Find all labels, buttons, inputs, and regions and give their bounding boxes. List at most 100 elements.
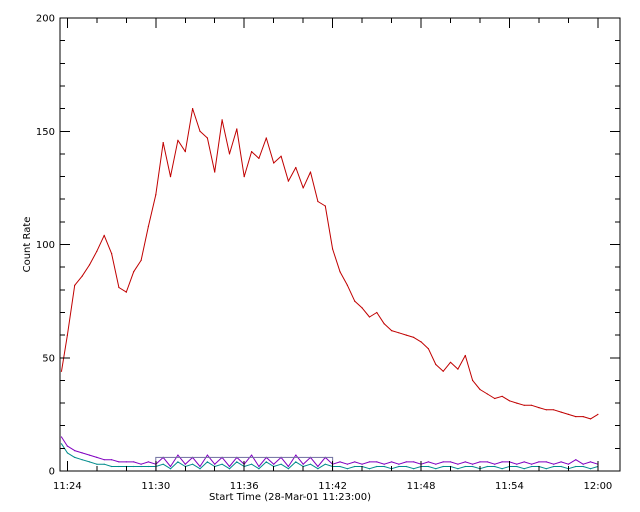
series-3-point [140, 465, 142, 468]
series-2-point [501, 461, 503, 463]
series-2-point [567, 463, 570, 465]
series-2-point [486, 461, 488, 463]
series-2-point [199, 465, 201, 468]
series-3-point [317, 468, 319, 470]
x-tick-label: 11:30 [141, 481, 170, 492]
series-1-point [199, 130, 201, 132]
series-3-point [96, 463, 98, 465]
series-1-point [494, 397, 496, 400]
series-3-point [103, 463, 105, 465]
series-1-point [545, 409, 547, 411]
series-1-point [501, 395, 503, 397]
series-1-point [376, 311, 378, 314]
series-1-point [228, 153, 231, 155]
y-axis-label: Count Rate [22, 217, 33, 273]
series-3-point [523, 468, 525, 470]
x-tick-label: 11:42 [318, 481, 347, 492]
series-2-point [376, 461, 378, 463]
series-1-point [66, 334, 68, 336]
series-3-point [494, 465, 496, 468]
series-3-point [553, 465, 555, 468]
series-1-point [346, 284, 348, 286]
series-3-point [88, 461, 91, 463]
series-1-point [486, 393, 488, 395]
series-3-point [405, 465, 407, 468]
series-1-point [258, 157, 260, 159]
series-2-point [295, 454, 297, 456]
series-1-point [265, 137, 267, 139]
series-2-point [140, 463, 142, 465]
series-3-point [309, 463, 312, 465]
series-1-point [420, 341, 422, 343]
series-1-point [118, 286, 120, 289]
series-1-point [516, 402, 518, 404]
series-1-point [383, 323, 385, 325]
series-2-point [81, 452, 83, 454]
y-tick-label: 150 [36, 127, 55, 138]
series-3-point [265, 461, 267, 463]
series-2-point [184, 463, 186, 465]
series-3-point [287, 468, 289, 470]
series-1-point [251, 151, 253, 153]
series-3-point [81, 459, 83, 461]
series-3-point [531, 465, 533, 468]
series-2-point [479, 461, 481, 463]
series-3-point [66, 452, 68, 454]
series-3-point [236, 461, 238, 463]
series-1-point [317, 200, 319, 203]
series-1-point [449, 361, 452, 363]
series-3-point [258, 468, 260, 470]
series-2-point [133, 461, 135, 463]
series-2-point [553, 463, 555, 465]
series-3-point [74, 456, 76, 458]
series-1-point [332, 248, 334, 250]
series-2-point [74, 450, 76, 452]
series-2-point [449, 461, 452, 463]
x-axis-label: Start Time (28-Mar-01 11:23:00) [209, 492, 371, 503]
series-1-point [354, 300, 356, 302]
series-1-point [74, 284, 76, 286]
series-2-point [457, 463, 459, 465]
series-3-point [376, 465, 378, 468]
series-1-point [442, 370, 444, 372]
series-1-point [531, 404, 533, 406]
series-2-point [368, 461, 371, 463]
series-1-point [575, 416, 577, 418]
series-1-point [287, 180, 289, 182]
series-3-point [501, 468, 503, 470]
series-1-point [295, 166, 297, 169]
series-1-point [280, 155, 282, 157]
series-1-point [589, 418, 592, 420]
y-tick-label: 200 [36, 14, 55, 25]
series-2-point [206, 454, 208, 456]
series-2-point [339, 461, 341, 463]
x-tick-label: 11:24 [53, 481, 82, 492]
series-1-point [125, 291, 127, 293]
series-1-point [221, 119, 223, 121]
series-3-point [251, 463, 253, 465]
series-2-point [302, 463, 304, 465]
series-1-point [339, 271, 341, 273]
series-3-point [545, 468, 547, 470]
series-2-point [523, 461, 525, 463]
series-1-point [472, 379, 474, 381]
series-2-point [413, 461, 415, 463]
series-1-point [398, 332, 400, 334]
series-1-point [560, 411, 562, 413]
series-2-point [103, 459, 105, 461]
series-1-point [103, 234, 105, 236]
series-2-point [494, 463, 496, 465]
series-2-point [96, 456, 98, 458]
series-2-point [346, 463, 348, 465]
series-1-point [391, 330, 393, 332]
series-1-point [427, 348, 429, 350]
series-1-point [111, 253, 113, 255]
series-3-point [199, 468, 201, 470]
x-tick-label: 12:00 [583, 481, 612, 492]
series-1-point [457, 368, 459, 370]
series-2-point [214, 463, 216, 465]
series-3-point [442, 465, 444, 468]
series-2-point [251, 454, 253, 456]
series-3-point [339, 465, 341, 468]
series-3-point [486, 465, 488, 468]
